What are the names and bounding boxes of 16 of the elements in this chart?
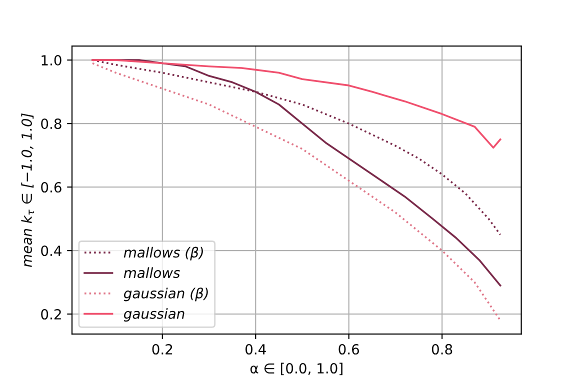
x-tick-label: 0.6 (338, 344, 360, 355)
legend-label: mallows (124, 267, 180, 278)
y-tick-label: 0.8 (41, 118, 62, 130)
line-series (92, 59, 502, 149)
y-axis-title: mean k$_{τ}$ ∈ [−1.0, 1.0] (21, 113, 34, 267)
x-tick-label: 0.8 (432, 344, 452, 355)
y-tick-label: 0.6 (41, 182, 62, 193)
x-tick-label: 0.2 (152, 344, 172, 355)
legend-label: gaussian (β) (124, 288, 208, 302)
x-tick-label: 0.4 (246, 344, 266, 355)
x-axis-title: α ∈ [0.0, 1.0] (250, 362, 342, 376)
y-tick-label: 0.2 (41, 309, 61, 320)
legend-label: gaussian (124, 308, 184, 322)
y-tick-label: 0.4 (41, 246, 62, 256)
legend-label: mallows (β) (124, 246, 203, 260)
y-tick-label: 1.0 (42, 55, 62, 66)
